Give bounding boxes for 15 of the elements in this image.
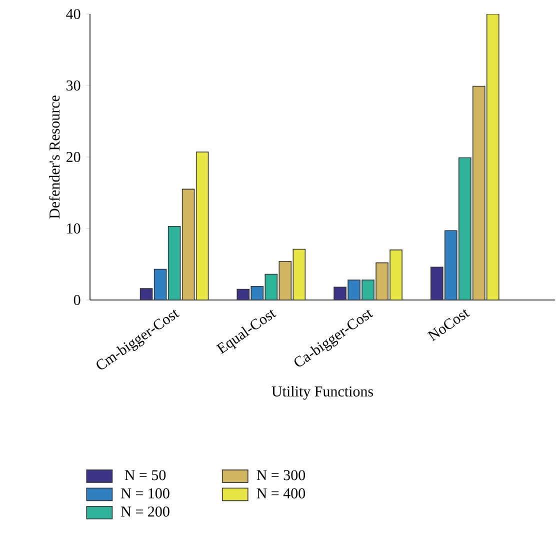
legend-label: N = 100 [121, 488, 170, 498]
y-tick-label: 30 [66, 80, 80, 91]
y-axis-title: Defender's Resource [48, 96, 60, 219]
y-tick-label: 20 [66, 152, 80, 162]
legend-label: N = 400 [256, 488, 306, 498]
bar [168, 226, 181, 300]
bar [458, 157, 472, 300]
y-tick-label: 0 [74, 294, 80, 306]
legend-label: N = 200 [121, 506, 170, 517]
y-tick-label: 10 [67, 223, 80, 234]
legend-label: N = 300 [256, 470, 306, 480]
y-tick-label: 40 [66, 8, 80, 20]
bar [264, 274, 278, 300]
legend-label: N = 50 [124, 470, 166, 480]
x-axis-title: Utility Functions [272, 386, 374, 400]
